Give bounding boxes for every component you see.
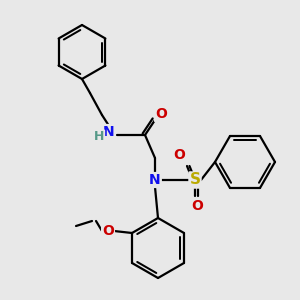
Text: S: S	[190, 172, 200, 188]
Text: O: O	[191, 199, 203, 213]
Text: N: N	[149, 173, 161, 187]
Text: O: O	[102, 224, 114, 238]
Text: N: N	[103, 125, 115, 139]
Text: O: O	[173, 148, 185, 162]
Text: H: H	[94, 130, 104, 143]
Text: O: O	[155, 107, 167, 121]
